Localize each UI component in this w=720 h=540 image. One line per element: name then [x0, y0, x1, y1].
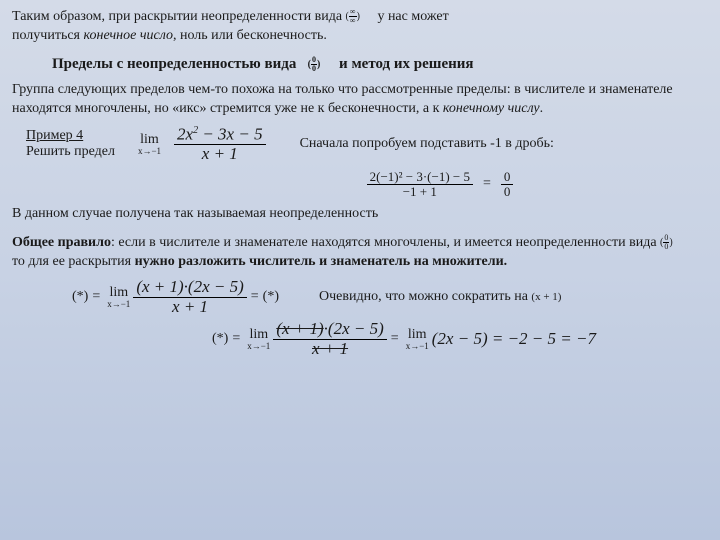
lim-symbol: lim x→−1 — [406, 328, 429, 351]
lim-symbol: lim x→−1 — [138, 133, 161, 156]
text: . — [540, 101, 544, 116]
fraction: 2(−1)² − 3·(−1) − 5 −1 + 1 — [367, 170, 473, 200]
denominator: x + 1 — [169, 298, 211, 317]
denominator: x + 1 — [309, 340, 351, 359]
rule-label: Общее правило — [12, 235, 111, 250]
denominator: −1 + 1 — [400, 185, 440, 199]
equals-icon: = — [232, 331, 240, 347]
substitution-row: 2(−1)² − 3·(−1) − 5 −1 + 1 = 0 0 — [172, 170, 708, 200]
equals-icon: = — [483, 176, 491, 192]
inf-over-inf-icon: (∞∞) — [346, 8, 360, 25]
text: то для ее раскрытия — [12, 254, 135, 269]
equals-icon: = — [251, 289, 259, 305]
text: у нас может — [377, 9, 448, 24]
denominator: x + 1 — [199, 145, 241, 164]
star-ref: (*) — [72, 289, 88, 305]
fraction: (x + 1)·(2x − 5) x + 1 — [133, 278, 246, 316]
example-number: Пример 4 — [12, 128, 115, 144]
text: , ноль или бесконечность. — [173, 28, 327, 43]
lim-symbol: lim x→−1 — [247, 328, 270, 351]
indeterminate-note: В данном случае получена так называемая … — [12, 205, 708, 224]
numerator: (x + 1)·(2x − 5) — [133, 278, 246, 298]
star-ref: (*) — [263, 289, 279, 305]
limit-expression: lim x→−1 2x2 − 3x − 5 x + 1 — [135, 125, 266, 164]
text: Таким образом, при раскрытии неопределен… — [12, 9, 342, 24]
equals-icon: = — [391, 331, 399, 347]
section-heading: Пределы с неопределенностью вида (00) и … — [12, 56, 708, 73]
fraction: (x + 1)·(2x − 5) x + 1 — [273, 320, 386, 358]
heading-text: и метод их решения — [339, 56, 473, 72]
factor-equation-2: (*) = lim x→−1 (x + 1)·(2x − 5) x + 1 = … — [212, 320, 708, 358]
equals-icon: = — [92, 289, 100, 305]
cancel-note: Очевидно, что можно сократить на (x + 1) — [319, 289, 561, 305]
group-paragraph: Группа следующих пределов чем-то похожа … — [12, 81, 708, 119]
rule-paragraph: Общее правило: если в числителе и знамен… — [12, 234, 708, 272]
text: : если в числителе и знаменателе находят… — [111, 235, 657, 250]
zero-over-zero-icon: (00) — [660, 234, 673, 251]
example-task: Решить предел — [12, 144, 115, 160]
text-italic: конечному числу — [443, 101, 540, 116]
lim-symbol: lim x→−1 — [107, 286, 130, 309]
numerator: 2x2 − 3x − 5 — [174, 125, 266, 145]
heading-text: Пределы с неопределенностью вида — [52, 56, 296, 72]
example-row: Пример 4 Решить предел lim x→−1 2x2 − 3x… — [12, 125, 708, 164]
text: получиться — [12, 28, 83, 43]
intro-paragraph: Таким образом, при раскрытии неопределен… — [12, 8, 708, 46]
text: Группа следующих пределов чем-то похожа … — [12, 82, 673, 116]
numerator: 2(−1)² − 3·(−1) − 5 — [367, 170, 473, 185]
zero-over-zero-icon: (00) — [308, 56, 321, 73]
fraction: 2x2 − 3x − 5 x + 1 — [174, 125, 266, 164]
result-expression: (2x − 5) = −2 − 5 = −7 — [432, 329, 596, 349]
zero-fraction: 0 0 — [501, 170, 514, 200]
text-italic: конечное число — [83, 28, 173, 43]
example-label-block: Пример 4 Решить предел — [12, 128, 115, 160]
star-ref: (*) — [212, 331, 228, 347]
rule-emphasis: нужно разложить числитель и знаменатель … — [135, 254, 508, 269]
numerator: (x + 1)·(2x − 5) — [273, 320, 386, 340]
factor-equation-1: (*) = lim x→−1 (x + 1)·(2x − 5) x + 1 = … — [72, 278, 708, 316]
hint-text: Сначала попробуем подставить -1 в дробь: — [300, 136, 554, 152]
